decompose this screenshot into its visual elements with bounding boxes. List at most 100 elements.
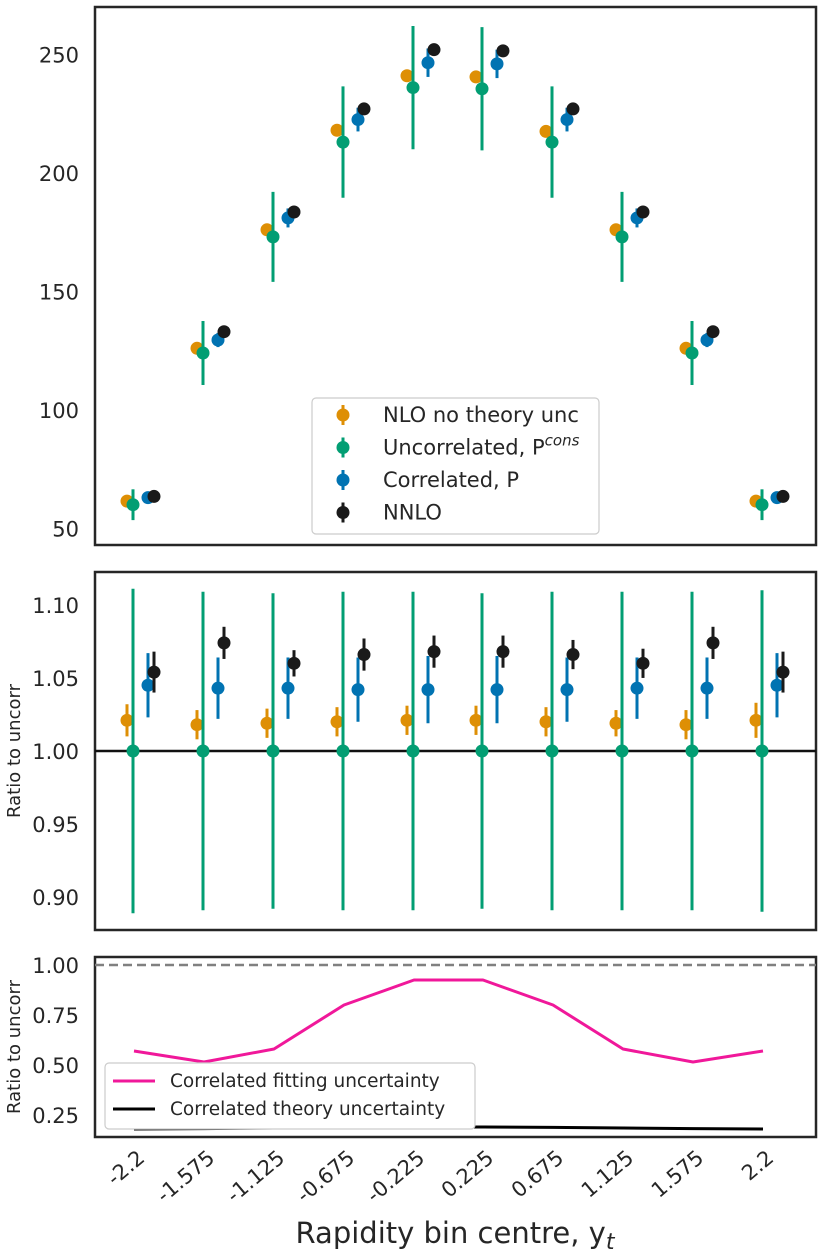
data-point <box>357 102 371 116</box>
y-tick-label: 0.50 <box>32 1054 79 1078</box>
x-tick-labels: -2.2 -1.575 -1.125 -0.675 -0.225 0.225 0.675 1.… <box>102 1145 778 1207</box>
legend-label: NNLO <box>383 501 442 525</box>
data-point <box>351 113 365 127</box>
legend-label: Correlated fitting uncertainty <box>170 1071 440 1092</box>
data-point <box>211 681 225 695</box>
bottom-panel: Ratio to uncorr 0.25 0.50 0.75 1.00 Correla… <box>4 954 818 1255</box>
data-point <box>545 135 559 149</box>
data-point <box>196 744 210 758</box>
data-point <box>351 683 365 697</box>
bottom-panel-y-axis: 0.25 0.50 0.75 1.00 <box>32 954 79 1128</box>
data-point <box>421 683 435 697</box>
data-point <box>330 123 344 137</box>
y-tick-label: 1.00 <box>32 740 79 764</box>
x-tick-label: -2.2 <box>102 1145 149 1190</box>
data-point <box>281 681 295 695</box>
series-correlated-fitting-uncertainty <box>133 978 764 1064</box>
data-point <box>287 656 301 670</box>
y-tick-label: 150 <box>39 280 79 304</box>
data-point <box>266 230 280 244</box>
series-nlo-no-theory-unc <box>120 69 763 508</box>
data-point <box>706 636 720 650</box>
top-panel-points <box>120 25 790 521</box>
y-tick-label: 250 <box>39 43 79 67</box>
data-point <box>700 681 714 695</box>
y-tick-label: 0.75 <box>32 1004 79 1028</box>
x-tick-label: 1.125 <box>577 1145 638 1202</box>
data-point <box>126 498 140 512</box>
data-point <box>615 230 629 244</box>
data-point <box>566 648 580 662</box>
data-point <box>679 718 693 732</box>
data-point <box>609 716 623 730</box>
middle-panel-points <box>120 588 790 914</box>
legend-marker <box>336 506 350 519</box>
x-tick-label: -0.675 <box>292 1145 359 1207</box>
y-tick-label: 0.95 <box>32 813 79 837</box>
data-point <box>266 744 280 758</box>
data-point <box>336 744 350 758</box>
legend-box <box>104 1062 476 1130</box>
x-tick-label: -0.225 <box>362 1145 429 1207</box>
data-point <box>330 715 344 729</box>
data-point <box>287 205 301 219</box>
data-point <box>755 498 769 512</box>
legend-marker <box>336 408 350 422</box>
y-tick-label: 1.00 <box>32 954 79 978</box>
data-point <box>469 713 483 727</box>
data-point <box>560 683 574 697</box>
legend-label: Correlated, P <box>383 468 519 492</box>
data-point <box>496 44 510 58</box>
data-point <box>776 489 790 503</box>
data-point <box>755 744 769 758</box>
data-point <box>685 346 699 360</box>
data-point <box>615 744 629 758</box>
data-point <box>406 81 420 95</box>
data-point <box>539 715 553 729</box>
legend-box <box>311 397 600 535</box>
series-nlo-no-theory-unc <box>120 702 763 740</box>
legend-marker <box>336 473 350 487</box>
top-panel: 50 100 150 200 250 NLO no theory uncUncorrel… <box>39 5 818 547</box>
x-tick-label: 2.2 <box>737 1145 778 1185</box>
data-point <box>475 744 489 758</box>
series-nnlo <box>147 43 790 503</box>
data-point <box>630 681 644 695</box>
series-uncorrelated-p <box>126 25 769 521</box>
data-point <box>260 716 274 730</box>
bottom-panel-ylabel: Ratio to uncorr <box>4 979 25 1114</box>
data-point <box>636 205 650 219</box>
data-point <box>120 713 134 727</box>
data-point <box>190 718 204 732</box>
data-point <box>685 744 699 758</box>
bottom-panel-legend: Correlated fitting uncertainty Correlated… <box>104 1062 476 1130</box>
data-point <box>406 744 420 758</box>
data-point <box>427 645 441 659</box>
x-tick-label: 0.225 <box>437 1145 498 1202</box>
y-tick-label: 1.10 <box>32 594 79 618</box>
data-point <box>427 43 441 57</box>
x-tick-label: 0.675 <box>507 1145 568 1202</box>
data-point <box>749 713 763 727</box>
series-nnlo <box>147 626 790 693</box>
data-point <box>217 325 231 339</box>
data-point <box>539 124 553 138</box>
data-point <box>770 678 784 692</box>
data-point <box>357 648 371 662</box>
data-point <box>400 69 414 83</box>
data-point <box>400 713 414 727</box>
data-point <box>469 70 483 84</box>
data-point <box>560 113 574 127</box>
data-point <box>475 82 489 96</box>
x-tick-label: -1.125 <box>222 1145 289 1207</box>
data-point <box>566 102 580 116</box>
data-point <box>496 645 510 659</box>
y-tick-label: 200 <box>39 162 79 186</box>
y-tick-label: 0.25 <box>32 1104 79 1128</box>
data-point <box>336 135 350 149</box>
x-tick-label: -1.575 <box>152 1145 219 1207</box>
y-tick-label: 50 <box>52 517 79 541</box>
legend-label: Correlated theory uncertainty <box>170 1099 445 1120</box>
